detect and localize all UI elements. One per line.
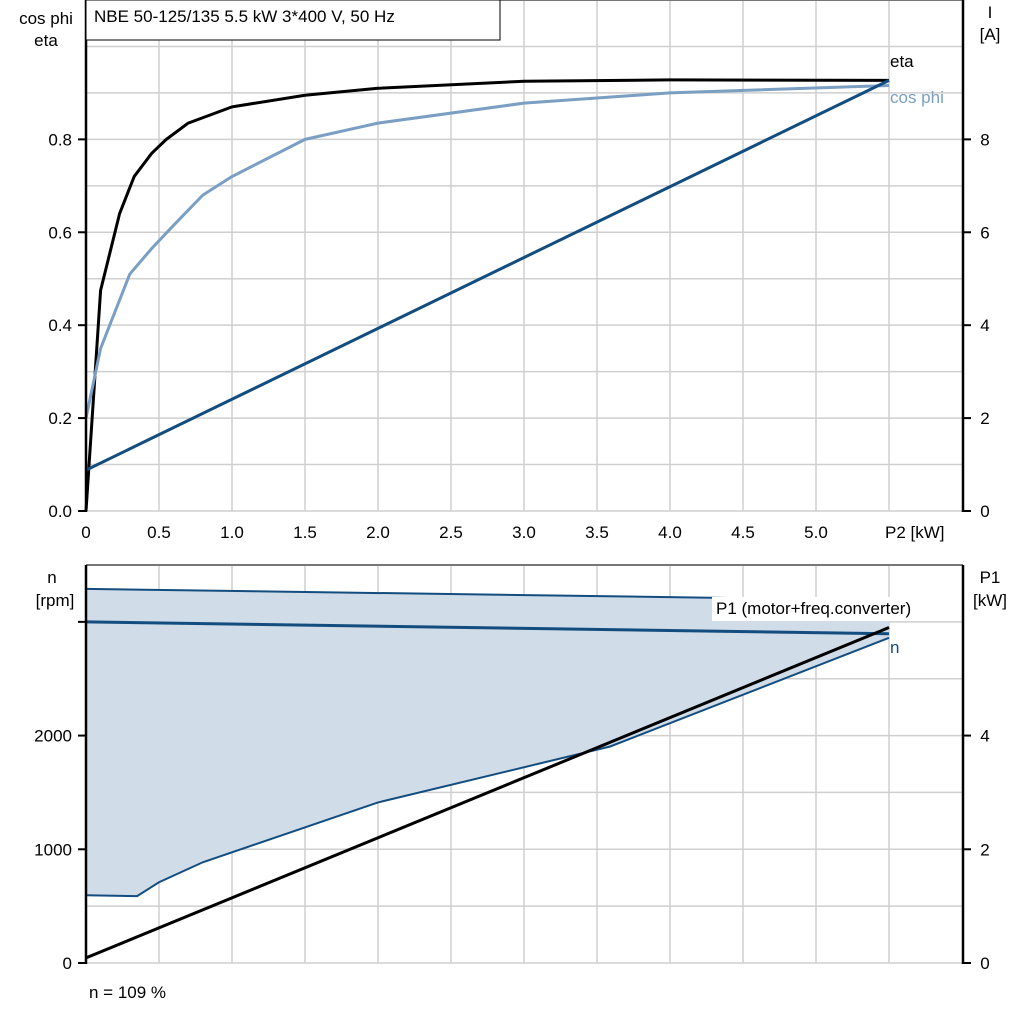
y-right-tick-label: 0: [980, 954, 989, 973]
series-line-n: [85, 620, 890, 636]
label-background: [712, 597, 960, 621]
y-right-axis-label: I: [988, 3, 993, 22]
x-tick-label: 3.5: [585, 523, 609, 542]
y-left-tick-label: 0.0: [48, 502, 72, 521]
y-right-axis-label: [A]: [980, 25, 1001, 44]
band-lower-edge: [85, 636, 890, 898]
y-right-tick-label: 2: [980, 409, 989, 428]
x-tick-label: 2.5: [439, 523, 463, 542]
series-line-cos-phi: [84, 83, 890, 419]
y-right-tick-label: 4: [980, 316, 989, 335]
x-tick-label: 5.0: [804, 523, 828, 542]
y-right-tick-label: 4: [980, 727, 989, 746]
footnote: n = 109 %: [89, 983, 166, 1002]
y-right-tick-label: 8: [980, 130, 989, 149]
x-tick-label: 1.0: [220, 523, 244, 542]
y-left-axis-label: eta: [34, 31, 58, 50]
x-tick-label: 0: [81, 523, 90, 542]
series-line-p1-motor-freq-converter-: [85, 626, 890, 960]
operating-range-band: [86, 588, 889, 897]
y-left-tick-label: 0.8: [48, 130, 72, 149]
series-label-n: n: [890, 638, 899, 657]
y-left-axis-label: [rpm]: [36, 591, 75, 610]
series-line-current: [85, 79, 890, 472]
x-tick-label: 4.5: [731, 523, 755, 542]
chart-title: NBE 50-125/135 5.5 kW 3*400 V, 50 Hz: [94, 7, 395, 26]
y-left-tick-label: 1000: [34, 840, 72, 859]
y-left-tick-label: 0.2: [48, 409, 72, 428]
y-right-tick-label: 2: [980, 840, 989, 859]
x-tick-label: 3.0: [512, 523, 536, 542]
x-axis-label: P2 [kW]: [885, 523, 945, 542]
y-left-axis-label: cos phi: [19, 9, 73, 28]
y-left-axis-label: n: [47, 568, 56, 587]
x-tick-label: 1.5: [293, 523, 317, 542]
y-right-tick-label: 6: [980, 223, 989, 242]
series-label-cos-phi: cos phi: [890, 88, 944, 107]
series-label-eta: eta: [890, 52, 914, 71]
series-label-p1: P1 (motor+freq.converter): [716, 599, 911, 618]
series-line-eta: [84, 78, 890, 512]
panel-1: 0 1000 2000 0 2 4 n [rpm] P1 [kW] P1 (motor+freq.c…: [34, 564, 1007, 1002]
x-tick-label: 2.0: [366, 523, 390, 542]
y-right-tick-label: 0: [980, 502, 989, 521]
y-left-tick-label: 0: [63, 954, 72, 973]
panel-0: 0.0 0.2 0.4 0.6 0.8 0 2 4 6 8 cos phi eta I [A] 0 0.5 1.…: [19, 0, 1000, 542]
title-box: [85, 0, 501, 41]
x-tick-label: 0.5: [147, 523, 171, 542]
x-tick-label: 4.0: [658, 523, 682, 542]
y-left-tick-label: 0.6: [48, 223, 72, 242]
y-left-tick-label: 0.4: [48, 316, 72, 335]
y-left-tick-label: 2000: [34, 727, 72, 746]
y-right-axis-label: [kW]: [973, 591, 1007, 610]
y-right-axis-label: P1: [980, 568, 1001, 587]
